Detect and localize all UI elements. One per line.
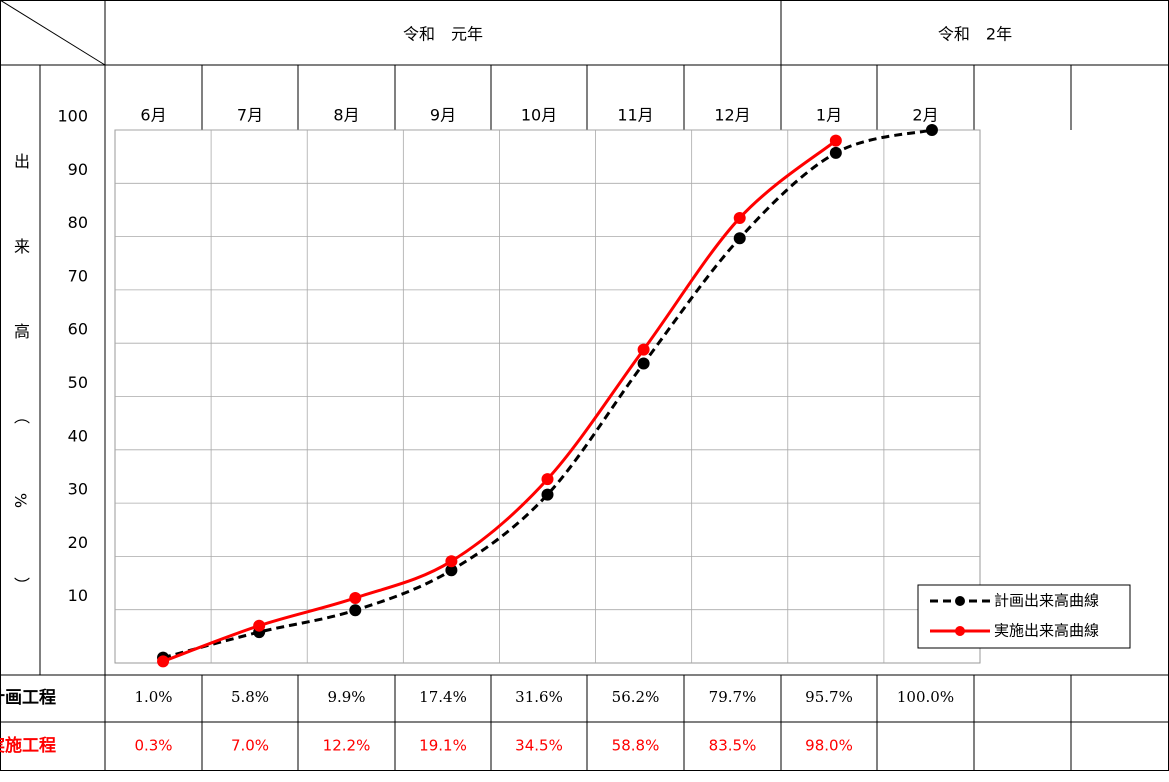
y-tick-label: 70 <box>68 266 88 285</box>
data-point <box>829 146 842 159</box>
table-value: 31.6% <box>515 688 563 706</box>
table-value: 100.0% <box>897 688 954 706</box>
y-tick-label: 20 <box>68 533 88 552</box>
x-tick-label: 12月 <box>714 106 750 125</box>
table-value: 79.7% <box>709 688 757 706</box>
x-tick-label: 9月 <box>430 106 456 125</box>
data-point <box>637 343 650 356</box>
table-value: 58.8% <box>612 737 660 755</box>
data-point <box>349 604 362 617</box>
data-point <box>253 619 266 632</box>
y-axis-label: 出来高（%） <box>11 153 30 593</box>
x-tick-label: 7月 <box>237 106 263 125</box>
legend-marker <box>955 596 965 606</box>
data-point <box>925 124 938 136</box>
table-value: 0.3% <box>134 737 172 755</box>
table-value: 98.0% <box>805 737 853 755</box>
legend-label: 実施出来高曲線 <box>994 622 1099 640</box>
table-value: 5.8% <box>231 688 269 706</box>
data-point <box>733 232 746 245</box>
y-tick-label: 50 <box>68 373 88 392</box>
series-line <box>162 139 837 663</box>
table-value: 56.2% <box>612 688 660 706</box>
data-point <box>733 211 746 224</box>
data-point <box>445 555 458 568</box>
table-value: 95.7% <box>805 688 853 706</box>
era-label: 令和 2年 <box>938 25 1012 44</box>
series-line <box>162 128 933 660</box>
x-tick-label: 6月 <box>140 106 166 125</box>
data-point <box>541 488 554 501</box>
y-tick-label: 80 <box>68 213 88 232</box>
data-point <box>157 655 170 668</box>
table-value: 12.2% <box>323 737 371 755</box>
table-value: 7.0% <box>231 737 269 755</box>
table-value: 1.0% <box>134 688 172 706</box>
x-tick-label: 8月 <box>333 106 359 125</box>
y-tick-label: 100 <box>57 107 88 126</box>
y-tick-label: 30 <box>68 480 88 499</box>
x-tick-label: 1月 <box>816 106 842 125</box>
x-tick-label: 10月 <box>521 106 557 125</box>
table-value: 17.4% <box>419 688 467 706</box>
data-point <box>349 591 362 604</box>
legend-box <box>917 584 1131 649</box>
y-tick-label: 60 <box>68 320 88 339</box>
legend-label: 計画出来高曲線 <box>994 592 1099 610</box>
x-tick-label: 2月 <box>912 106 938 125</box>
x-tick-label: 11月 <box>617 106 653 125</box>
row-label: 計画工程 <box>0 687 56 708</box>
table-value: 83.5% <box>709 737 757 755</box>
table-value: 9.9% <box>327 688 365 706</box>
era-label: 令和 元年 <box>403 25 483 44</box>
data-point <box>445 564 458 577</box>
row-label: 実施工程 <box>0 735 56 756</box>
legend-marker <box>955 626 965 636</box>
table-value: 34.5% <box>515 737 563 755</box>
y-tick-label: 10 <box>68 586 88 605</box>
data-point <box>637 357 650 370</box>
y-tick-label: 90 <box>68 160 88 179</box>
table-value: 19.1% <box>419 737 467 755</box>
data-point <box>541 473 554 486</box>
data-point <box>829 134 842 147</box>
y-tick-label: 40 <box>68 426 88 445</box>
